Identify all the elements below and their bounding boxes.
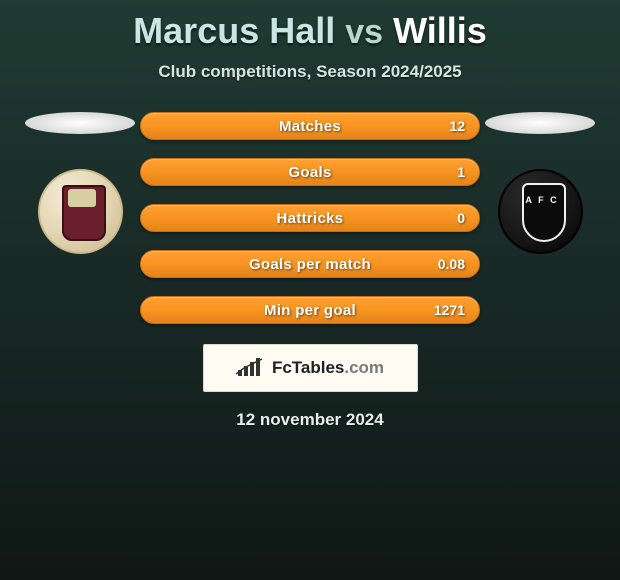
left-side xyxy=(20,112,140,254)
stat-bar-gpm: Goals per match 0.08 xyxy=(140,250,480,278)
stat-label: Min per goal xyxy=(264,302,356,319)
stat-label: Hattricks xyxy=(277,210,344,227)
stat-bar-matches: Matches 12 xyxy=(140,112,480,140)
stat-label: Matches xyxy=(279,118,341,135)
stat-value: 12 xyxy=(449,118,465,134)
subtitle: Club competitions, Season 2024/2025 xyxy=(0,62,620,82)
player1-name: Marcus Hall xyxy=(133,10,335,51)
stat-value: 1 xyxy=(457,164,465,180)
stat-value: 0 xyxy=(457,210,465,226)
stat-bar-mpg: Min per goal 1271 xyxy=(140,296,480,324)
site-name: FcTables.com xyxy=(272,358,384,378)
stat-label: Goals per match xyxy=(249,256,371,273)
stat-bar-goals: Goals 1 xyxy=(140,158,480,186)
player2-club-badge: A F C xyxy=(498,169,583,254)
stat-label: Goals xyxy=(288,164,331,181)
player2-head-placeholder xyxy=(485,112,595,134)
player1-head-placeholder xyxy=(25,112,135,134)
comparison-content: Matches 12 Goals 1 Hattricks 0 Goals per… xyxy=(0,112,620,324)
site-name-main: FcTables xyxy=(272,358,344,377)
bars-icon xyxy=(236,358,266,378)
vs-text: vs xyxy=(345,13,383,51)
stat-value: 1271 xyxy=(434,302,465,318)
player1-club-badge xyxy=(38,169,123,254)
site-logo[interactable]: FcTables.com xyxy=(203,344,418,392)
site-name-suffix: .com xyxy=(344,358,384,377)
stat-bar-hattricks: Hattricks 0 xyxy=(140,204,480,232)
player2-name: Willis xyxy=(393,10,487,51)
right-side: A F C xyxy=(480,112,600,254)
stat-bars: Matches 12 Goals 1 Hattricks 0 Goals per… xyxy=(140,112,480,324)
date-text: 12 november 2024 xyxy=(0,410,620,430)
stat-value: 0.08 xyxy=(438,256,465,272)
page-title: Marcus Hall vs Willis xyxy=(0,0,620,52)
badge-letters: A F C xyxy=(500,195,585,205)
